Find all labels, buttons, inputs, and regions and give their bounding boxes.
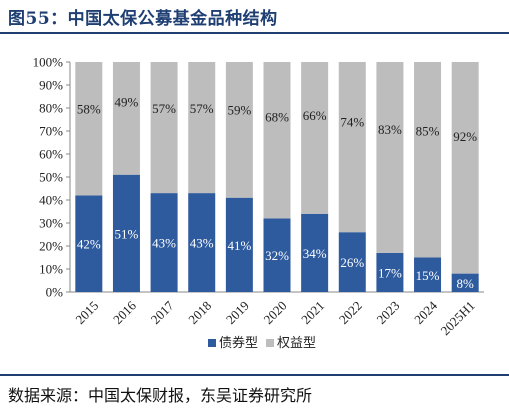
bond-fund-label: 51% — [115, 226, 139, 241]
equity-fund-bar — [376, 62, 404, 253]
legend-swatch-bond — [208, 339, 216, 347]
x-tick-label: 2024 — [411, 298, 440, 327]
y-tick-label: 20% — [39, 239, 63, 254]
x-tick-label: 2020 — [261, 298, 290, 327]
equity-fund-label: 57% — [152, 101, 176, 116]
y-tick-label: 70% — [39, 124, 63, 139]
x-tick-label: 2025H1 — [438, 298, 478, 338]
x-tick-label: 2022 — [336, 298, 365, 327]
x-tick-label: 2023 — [373, 298, 402, 327]
bond-fund-label: 32% — [265, 248, 289, 263]
legend-swatch-equity — [266, 339, 274, 347]
y-tick-label: 50% — [39, 170, 63, 185]
y-tick-label: 10% — [39, 262, 63, 277]
bond-fund-bar — [150, 193, 178, 292]
equity-fund-label: 57% — [190, 101, 214, 116]
title-divider — [0, 32, 509, 34]
bond-fund-bar — [338, 232, 366, 292]
bond-fund-bar — [75, 195, 103, 292]
bond-fund-bar — [112, 174, 140, 292]
equity-fund-label: 85% — [416, 123, 440, 138]
bond-fund-label: 43% — [152, 236, 176, 251]
equity-fund-bar — [451, 62, 479, 274]
y-tick-label: 60% — [39, 147, 63, 162]
stacked-bar-chart: 0% 10% 20% 30% 40% 50% 60% 70% 80% 90% 100% 42% 58% 2… — [33, 55, 484, 350]
y-tick-label: 90% — [39, 78, 63, 93]
equity-fund-label: 83% — [378, 122, 402, 137]
x-tick-label: 2021 — [298, 298, 327, 327]
equity-fund-label: 59% — [227, 102, 251, 117]
x-tick-label: 2016 — [110, 298, 139, 327]
y-tick-label: 30% — [39, 216, 63, 231]
equity-fund-label: 68% — [265, 110, 289, 125]
figure-title: 图55：中国太保公募基金品种结构 — [8, 9, 278, 29]
bond-fund-bar — [225, 197, 253, 292]
bond-fund-bar — [451, 273, 479, 292]
equity-fund-label: 49% — [115, 94, 139, 109]
equity-fund-bar — [338, 62, 366, 233]
bond-fund-label: 34% — [303, 246, 327, 261]
equity-fund-bar — [112, 62, 140, 175]
source-note: 数据来源：中国太保财报，东吴证券研究所 — [8, 386, 313, 405]
bond-fund-bar — [263, 218, 291, 292]
bond-fund-label: 8% — [457, 276, 475, 291]
equity-fund-bar — [150, 62, 178, 194]
x-tick-label: 2017 — [148, 298, 177, 327]
legend-label-equity: 权益型 — [277, 335, 316, 350]
legend-label-bond: 债券型 — [219, 335, 258, 350]
equity-fund-label: 66% — [303, 108, 327, 123]
bond-fund-label: 41% — [227, 238, 251, 253]
bond-fund-bar — [414, 257, 442, 292]
equity-fund-label: 92% — [453, 129, 477, 144]
equity-fund-label: 58% — [77, 102, 101, 117]
equity-fund-bar — [75, 62, 103, 196]
bond-fund-label: 26% — [340, 255, 364, 270]
bond-fund-bar — [301, 213, 329, 292]
equity-fund-bar — [301, 62, 329, 214]
bond-fund-label: 42% — [77, 237, 101, 252]
x-tick-label: 2015 — [72, 298, 101, 327]
equity-fund-label: 74% — [340, 115, 364, 130]
x-tick-label: 2019 — [223, 298, 252, 327]
source-divider — [0, 374, 509, 376]
bond-fund-label: 43% — [190, 236, 214, 251]
bond-fund-label: 17% — [378, 265, 402, 280]
bond-fund-bar — [188, 193, 216, 292]
bond-fund-bar — [376, 252, 404, 292]
bond-fund-label: 15% — [416, 268, 440, 283]
equity-fund-bar — [414, 62, 442, 258]
y-tick-label: 0% — [46, 285, 64, 300]
x-tick-label: 2018 — [185, 298, 214, 327]
y-tick-label: 40% — [39, 193, 63, 208]
equity-fund-bar — [188, 62, 216, 194]
equity-fund-bar — [225, 62, 253, 198]
y-tick-label: 100% — [33, 55, 64, 70]
equity-fund-bar — [263, 62, 291, 219]
y-tick-label: 80% — [39, 101, 63, 116]
